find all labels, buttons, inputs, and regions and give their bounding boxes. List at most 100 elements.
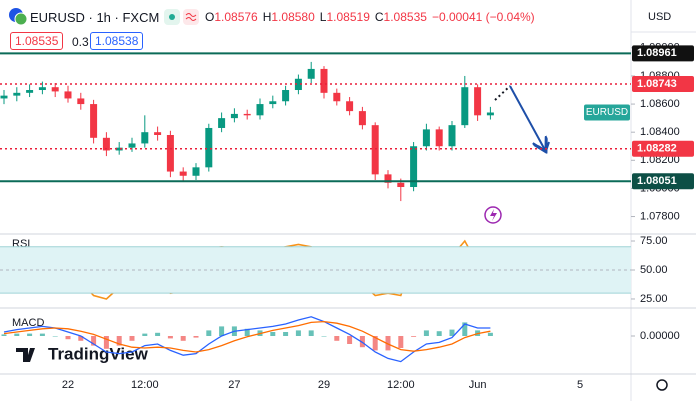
candle-body bbox=[0, 95, 8, 99]
logo-mark bbox=[16, 348, 35, 362]
x-tick-label: 27 bbox=[228, 379, 240, 391]
candle-body bbox=[397, 182, 405, 188]
y-tick-label: 75.00 bbox=[640, 235, 668, 247]
level-label: 1.08282 bbox=[637, 143, 677, 155]
level-label: 1.08961 bbox=[637, 47, 677, 59]
histogram-bar bbox=[1, 334, 7, 336]
bid[interactable]: 1.08535 bbox=[10, 32, 64, 50]
y-tick-label: 1.08600 bbox=[640, 98, 680, 110]
candle-body bbox=[333, 92, 341, 102]
histogram-bar bbox=[167, 336, 173, 339]
candle-body bbox=[410, 146, 418, 188]
level-tag bbox=[632, 140, 694, 157]
y-tick-label: 25.00 bbox=[640, 293, 668, 305]
level-tag bbox=[632, 45, 694, 62]
candle-body bbox=[179, 171, 187, 176]
logo-text: TradingView bbox=[48, 344, 149, 363]
histogram-bar bbox=[308, 330, 314, 336]
y-tick-label: 1.08400 bbox=[640, 126, 680, 138]
x-tick-label: 5 bbox=[577, 379, 583, 391]
histogram-bar bbox=[39, 333, 45, 336]
candle-body bbox=[154, 132, 162, 135]
level-tag bbox=[632, 173, 694, 190]
ohlc-key: O bbox=[205, 10, 215, 24]
histogram-bar bbox=[359, 336, 365, 348]
candle-body bbox=[51, 87, 59, 92]
histogram-bar bbox=[103, 336, 109, 349]
settings-icon[interactable] bbox=[656, 379, 668, 391]
level-tag bbox=[632, 75, 694, 92]
candle-body bbox=[294, 78, 302, 91]
event-bolt bbox=[490, 209, 497, 221]
candle-body bbox=[371, 125, 379, 175]
candle-body bbox=[282, 90, 290, 102]
histogram-bar bbox=[411, 336, 417, 337]
drawing-dotted bbox=[494, 85, 511, 101]
ohlc-key: H bbox=[262, 10, 272, 24]
currency[interactable]: USD bbox=[648, 11, 671, 23]
candle-body bbox=[461, 87, 469, 126]
ohlc-value: 1.08580 bbox=[271, 10, 315, 24]
candle-body bbox=[128, 143, 136, 148]
histogram-bar bbox=[78, 336, 84, 341]
histogram-bar bbox=[436, 331, 442, 336]
candle-body bbox=[435, 129, 443, 147]
ohlc-value: 1.08519 bbox=[326, 10, 370, 24]
candle-body bbox=[358, 111, 366, 126]
histogram-bar bbox=[91, 336, 97, 346]
candle-body bbox=[422, 129, 430, 147]
candle-body bbox=[192, 167, 200, 176]
ask[interactable]: 1.08538 bbox=[90, 32, 144, 50]
x-tick-label: 12:00 bbox=[387, 379, 415, 391]
histogram-bar bbox=[116, 336, 122, 346]
ohlc-value: 1.08535 bbox=[383, 10, 427, 24]
ohlc: O1.08576 H1.08580 L1.08519 C1.08535 −0.00041… bbox=[205, 10, 535, 24]
candle-body bbox=[13, 92, 21, 96]
candle-body bbox=[102, 137, 110, 151]
drawing-arrow bbox=[509, 85, 545, 150]
price-tag bbox=[584, 104, 630, 121]
histogram-bar bbox=[142, 333, 148, 336]
histogram-bar bbox=[372, 336, 378, 351]
histogram-bar bbox=[270, 332, 276, 336]
histogram-bar bbox=[398, 336, 404, 348]
ohlc-key: L bbox=[319, 10, 327, 24]
histogram-bar bbox=[65, 336, 71, 340]
candle-body bbox=[269, 101, 277, 105]
arrow-head bbox=[537, 141, 550, 153]
candle-body bbox=[205, 127, 213, 168]
level-label: 1.08051 bbox=[637, 175, 677, 187]
candle-body bbox=[166, 135, 174, 172]
level-label: 1.08743 bbox=[637, 78, 677, 90]
candle-body bbox=[243, 113, 251, 116]
candle-body bbox=[448, 125, 456, 147]
price-tag-label: EURUSD bbox=[586, 107, 628, 118]
histogram-bar bbox=[462, 322, 468, 336]
histogram-bar bbox=[423, 330, 429, 336]
histogram-bar bbox=[193, 336, 199, 338]
candle-body bbox=[141, 132, 149, 144]
price-axis-bg bbox=[631, 0, 696, 401]
histogram-bar bbox=[52, 336, 58, 337]
pane-title: MACD bbox=[12, 317, 44, 329]
status-icons bbox=[164, 9, 199, 25]
histogram-bar bbox=[129, 336, 135, 341]
symbol[interactable]: EURUSD · 1h · FXCM bbox=[30, 10, 160, 25]
candle-body bbox=[384, 174, 392, 183]
candle-body bbox=[38, 87, 46, 91]
x-tick-label: Jun bbox=[469, 379, 487, 391]
histogram-bar bbox=[295, 330, 301, 336]
candle-body bbox=[486, 112, 494, 116]
ohlc-value: 1.08576 bbox=[214, 10, 258, 24]
candle-body bbox=[218, 118, 226, 128]
change: −0.00041 (−0.04%) bbox=[431, 10, 535, 24]
histogram-bar bbox=[283, 332, 289, 336]
histogram-bar bbox=[334, 336, 340, 341]
symbol-icon bbox=[9, 8, 28, 26]
candle-body bbox=[307, 68, 315, 79]
x-tick-label: 22 bbox=[62, 379, 74, 391]
y-tick-label: 0.00000 bbox=[640, 330, 680, 342]
histogram-bar bbox=[14, 333, 20, 336]
ohlc-key: C bbox=[374, 10, 384, 24]
